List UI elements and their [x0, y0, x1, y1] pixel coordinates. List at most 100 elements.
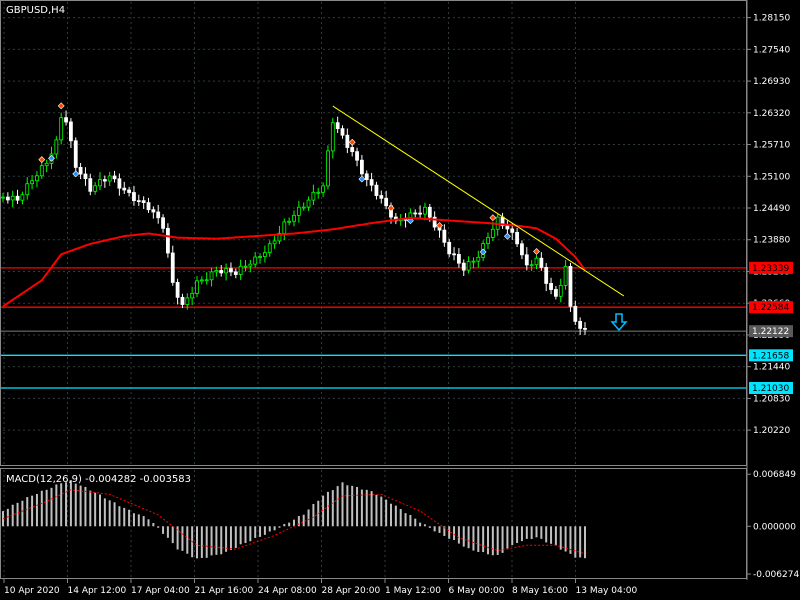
trend-line[interactable] [332, 105, 625, 297]
candle-body[interactable] [102, 179, 107, 182]
candle-body[interactable] [209, 271, 214, 281]
candle-body[interactable] [248, 263, 253, 267]
candle-body[interactable] [272, 240, 277, 245]
candle-body[interactable] [432, 216, 437, 228]
candle-body[interactable] [214, 270, 219, 273]
candle-body[interactable] [554, 289, 558, 297]
candle-body[interactable] [287, 220, 292, 223]
candle-body[interactable] [442, 229, 447, 243]
candle-body[interactable] [355, 151, 359, 161]
candle-body[interactable] [93, 185, 98, 192]
candle-body[interactable] [311, 191, 316, 201]
candle-body[interactable] [107, 175, 112, 182]
candle-body[interactable] [330, 122, 335, 152]
candle-body[interactable] [88, 178, 93, 192]
candles[interactable] [1, 110, 587, 336]
candle-body[interactable] [534, 257, 539, 266]
candle-body[interactable] [335, 122, 340, 130]
candle-body[interactable] [476, 256, 481, 262]
candle-body[interactable] [423, 206, 427, 215]
candle-body[interactable] [568, 266, 573, 307]
candle-body[interactable] [69, 121, 73, 142]
candle-body[interactable] [524, 254, 529, 266]
candle-body[interactable] [447, 241, 452, 255]
candle-body[interactable] [292, 214, 296, 222]
candle-body[interactable] [175, 282, 180, 298]
candle-body[interactable] [224, 268, 229, 274]
candle-body[interactable] [238, 265, 243, 275]
candle-body[interactable] [520, 243, 524, 256]
candle-body[interactable] [277, 232, 282, 242]
candle-body[interactable] [151, 209, 156, 213]
candle-body[interactable] [161, 217, 165, 229]
candle-body[interactable] [165, 227, 170, 254]
candle-body[interactable] [359, 159, 364, 175]
candle-body[interactable] [185, 297, 190, 305]
candle-body[interactable] [170, 252, 175, 283]
candle-body[interactable] [141, 200, 146, 204]
candle-body[interactable] [544, 266, 549, 284]
candle-body[interactable] [253, 256, 258, 265]
candle-body[interactable] [233, 271, 238, 275]
candle-body[interactable] [127, 189, 131, 193]
candle-body[interactable] [156, 211, 161, 219]
candle-body[interactable] [64, 117, 68, 123]
candle-body[interactable] [1, 196, 5, 199]
candle-body[interactable] [427, 206, 432, 218]
candle-body[interactable] [413, 212, 418, 215]
candle-body[interactable] [98, 179, 102, 187]
candle-body[interactable] [296, 206, 301, 216]
candle-body[interactable] [306, 199, 311, 208]
candle-body[interactable] [350, 147, 355, 153]
candle-body[interactable] [549, 283, 553, 290]
candle-body[interactable] [529, 264, 534, 267]
candle-body[interactable] [578, 320, 583, 329]
candle-body[interactable] [471, 260, 476, 263]
candle-body[interactable] [583, 328, 587, 330]
candle-body[interactable] [282, 221, 287, 234]
price-axis[interactable]: 1.28150 1.27540 1.26930 1.26320 1.25710 1.251… [747, 14, 790, 437]
candle-body[interactable] [510, 228, 515, 233]
candle-body[interactable] [35, 175, 39, 182]
candle-body[interactable] [219, 270, 224, 274]
candle-body[interactable] [243, 265, 248, 268]
candle-body[interactable] [73, 140, 78, 168]
candle-body[interactable] [262, 252, 267, 257]
candle-body[interactable] [573, 305, 578, 322]
candle-body[interactable] [466, 261, 471, 271]
candle-body[interactable] [515, 231, 519, 245]
candle-body[interactable] [364, 173, 369, 180]
candle-body[interactable] [321, 185, 326, 193]
candle-body[interactable] [78, 166, 83, 175]
candle-body[interactable] [369, 179, 374, 186]
candle-body[interactable] [461, 262, 466, 271]
candle-body[interactable] [83, 173, 88, 180]
candle-body[interactable] [267, 243, 272, 253]
candle-body[interactable] [340, 128, 345, 136]
candle-body[interactable] [204, 279, 209, 282]
candle-body[interactable] [384, 197, 389, 207]
candle-body[interactable] [132, 192, 136, 202]
candle-body[interactable] [539, 257, 544, 268]
candle-body[interactable] [15, 195, 20, 201]
candle-body[interactable] [39, 165, 44, 177]
candle-body[interactable] [563, 266, 568, 286]
candle-body[interactable] [190, 292, 195, 299]
candle-body[interactable] [452, 253, 456, 256]
candle-body[interactable] [505, 225, 510, 230]
candle-body[interactable] [558, 284, 563, 297]
time-axis[interactable]: 10 Apr 2020 14 Apr 12:00 17 Apr 04:00 21 Ap… [3, 579, 637, 596]
candle-body[interactable] [326, 150, 330, 187]
candle-body[interactable] [59, 117, 64, 141]
candle-body[interactable] [301, 206, 306, 209]
candle-body[interactable] [229, 268, 233, 273]
candle-body[interactable] [195, 280, 199, 294]
candle-body[interactable] [136, 200, 141, 203]
candle-body[interactable] [180, 296, 185, 305]
candle-body[interactable] [374, 184, 379, 196]
candle-body[interactable] [316, 191, 321, 194]
candle-body[interactable] [418, 212, 423, 215]
candle-body[interactable] [345, 134, 350, 148]
candle-body[interactable] [112, 175, 117, 180]
